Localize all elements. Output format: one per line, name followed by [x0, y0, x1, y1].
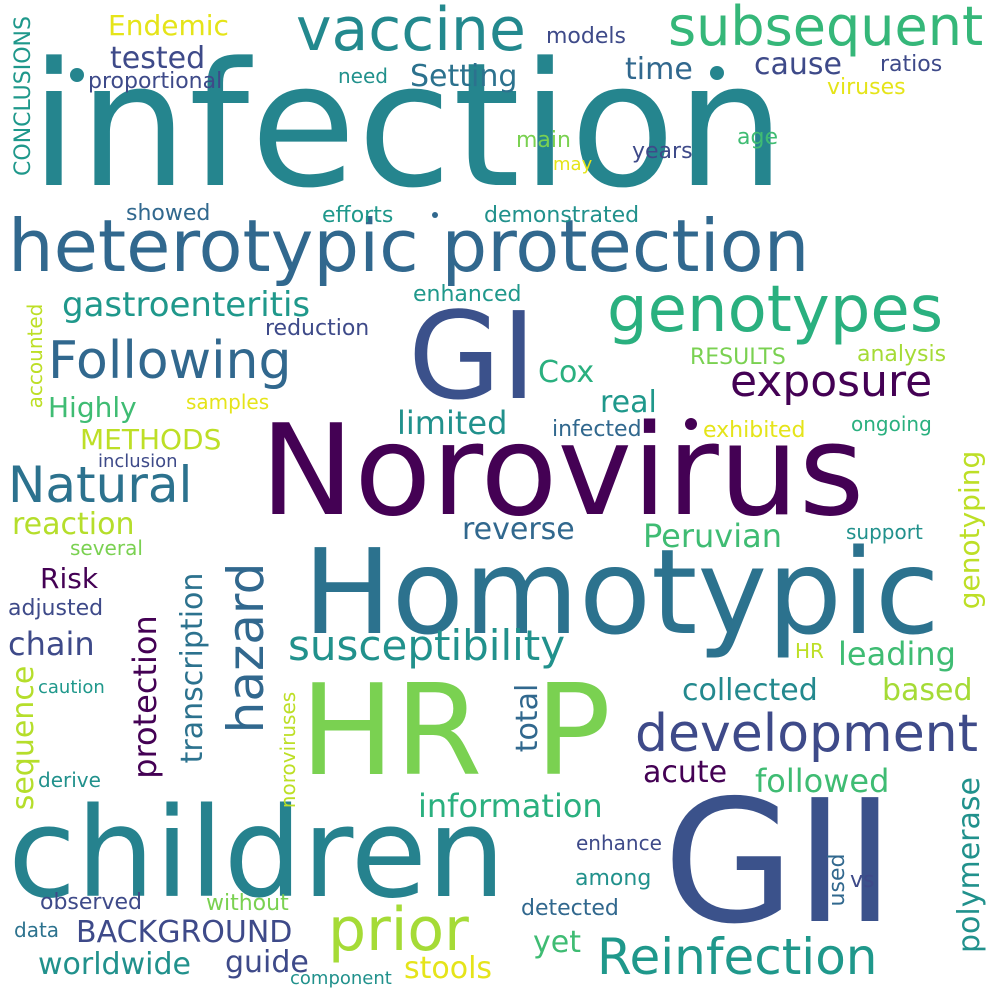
word-risk: Risk: [40, 562, 99, 595]
word-reinfection: Reinfection: [597, 928, 878, 986]
word-used: used: [825, 853, 850, 907]
dot-mark: [710, 66, 724, 80]
word-reaction: reaction: [12, 507, 135, 542]
word-several: several: [70, 536, 143, 560]
word-component: component: [290, 968, 392, 989]
word-heterotypic-protection: heterotypic protection: [8, 204, 810, 288]
dot-mark: [70, 68, 84, 82]
word-endemic: Endemic: [108, 9, 229, 42]
word-caution: caution: [38, 677, 105, 698]
word-vs: vs: [850, 868, 875, 893]
word-norovirus: Norovirus: [260, 397, 865, 544]
word-yet: yet: [533, 925, 581, 960]
word-models: models: [546, 24, 626, 49]
word-enhance: enhance: [576, 831, 662, 855]
word-worldwide: worldwide: [38, 947, 191, 982]
word-samples: samples: [186, 390, 270, 414]
word-cox: Cox: [538, 355, 595, 390]
word-chain: chain: [8, 625, 95, 663]
word-main: main: [516, 128, 571, 153]
word-showed: showed: [126, 201, 211, 226]
word-collected: collected: [682, 673, 818, 708]
word-acute: acute: [643, 755, 728, 790]
word-vaccine: vaccine: [296, 0, 526, 65]
word-leading: leading: [838, 635, 956, 673]
word-efforts: efforts: [322, 203, 394, 228]
word-demonstrated: demonstrated: [484, 203, 640, 228]
word-gi: GI: [408, 288, 537, 427]
word-stools: stools: [404, 951, 493, 986]
word-highly: Highly: [48, 391, 137, 424]
word-limited: limited: [397, 404, 508, 442]
word-derive: derive: [38, 768, 101, 792]
word-p: P: [535, 657, 611, 804]
word-prior: prior: [328, 895, 469, 965]
word-information: information: [418, 787, 603, 825]
word-detected: detected: [521, 896, 619, 921]
word-need: need: [338, 64, 388, 88]
word-hr-small: HR: [795, 639, 824, 663]
word-subsequent: subsequent: [668, 0, 984, 58]
word-children: children: [8, 782, 506, 926]
word-tested: tested: [110, 41, 206, 76]
word-ongoing: ongoing: [851, 412, 932, 436]
word-real: real: [600, 385, 657, 420]
word-gastroenteritis: gastroenteritis: [62, 285, 311, 325]
word-viruses: viruses: [827, 75, 906, 100]
word-analysis: analysis: [857, 342, 947, 367]
word-sequence: sequence: [6, 665, 41, 811]
word-inclusion: inclusion: [98, 451, 178, 472]
word-hazard: hazard: [217, 562, 275, 734]
word-reduction: reduction: [265, 316, 370, 341]
word-results: RESULTS: [690, 345, 786, 370]
word-may: may: [553, 154, 593, 175]
word-exhibited: exhibited: [703, 418, 806, 443]
word-based: based: [882, 673, 973, 708]
word-noroviruses: noroviruses: [276, 691, 300, 809]
word-infected: infected: [552, 417, 642, 442]
word-peruvian: Peruvian: [643, 517, 782, 555]
word-years: years: [632, 139, 693, 164]
word-methods: METHODS: [80, 423, 222, 456]
word-among: among: [575, 866, 652, 891]
word-time: time: [625, 52, 693, 87]
word-homotypic: Homotypic: [303, 523, 940, 661]
word-guide: guide: [225, 945, 309, 980]
word-protection: protection: [126, 615, 164, 779]
word-setting: Setting: [410, 59, 518, 94]
word-proportional: proportional: [88, 69, 223, 94]
word-exposure: exposure: [730, 356, 933, 407]
word-observed: observed: [40, 890, 142, 915]
word-followed: followed: [755, 762, 890, 800]
word-susceptibility: susceptibility: [288, 621, 566, 670]
word-following: Following: [48, 331, 292, 391]
word-reverse: reverse: [462, 512, 575, 547]
word-enhanced: enhanced: [413, 282, 522, 307]
word-ratios: ratios: [880, 52, 943, 77]
word-support: support: [846, 520, 923, 544]
word-cause: cause: [754, 47, 842, 82]
word-adjusted: adjusted: [8, 596, 104, 621]
word-genotypes: genotypes: [607, 273, 944, 347]
word-age: age: [737, 125, 778, 150]
word-data: data: [14, 918, 60, 942]
dot-mark: [685, 418, 697, 430]
word-conclusions: CONCLUSIONS: [11, 16, 36, 176]
word-without: without: [206, 891, 289, 916]
word-total: total: [510, 683, 545, 753]
word-natural: Natural: [8, 456, 193, 514]
word-background: BACKGROUND: [76, 915, 293, 950]
word-infection: infection: [30, 25, 787, 226]
word-gii: GII: [663, 764, 896, 962]
word-accounted: accounted: [23, 303, 47, 409]
dot-mark: [432, 212, 438, 218]
word-hr: HR: [300, 657, 483, 804]
word-genotyping: genotyping: [953, 450, 986, 610]
word-transcription: transcription: [175, 572, 210, 764]
word-polymerase: polymerase: [952, 777, 987, 953]
word-development: development: [635, 704, 979, 764]
